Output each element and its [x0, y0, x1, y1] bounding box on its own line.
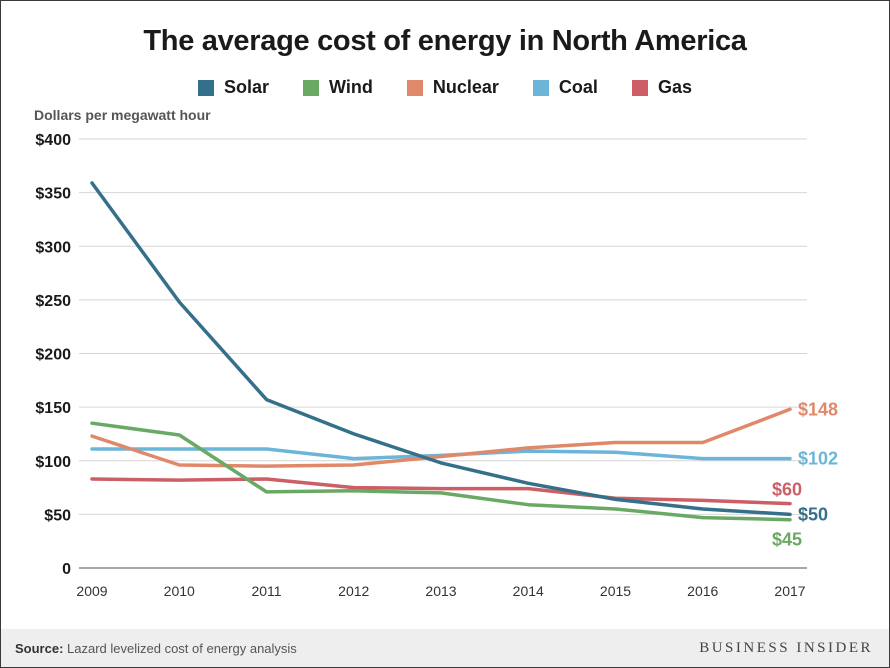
- x-tick-label: 2012: [338, 583, 369, 599]
- legend-swatch: [303, 79, 320, 96]
- brand-logo: BUSINESS INSIDER: [699, 640, 873, 656]
- legend-label: Gas: [657, 77, 692, 97]
- source-prefix: Source:: [15, 641, 64, 656]
- legend-label: Solar: [224, 77, 270, 97]
- chart-title: The average cost of energy in North Amer…: [143, 25, 747, 57]
- y-tick-label: $200: [35, 347, 71, 364]
- legend-item-wind: Wind: [303, 77, 373, 98]
- x-tick-label: 2011: [251, 583, 281, 599]
- y-tick-label: 0: [62, 561, 71, 578]
- x-tick-label: 2010: [164, 583, 195, 599]
- end-label-coal: $102: [798, 449, 838, 469]
- legend-swatch: [631, 79, 648, 96]
- legend-label: Coal: [558, 77, 598, 97]
- end-label-nuclear: $148: [798, 399, 838, 419]
- y-tick-label: $150: [35, 400, 71, 417]
- x-tick-label: 2014: [513, 583, 544, 599]
- y-tick-label: $100: [35, 454, 71, 471]
- footer: Source: Lazard levelized cost of energy …: [1, 629, 889, 667]
- y-tick-label: $50: [44, 507, 71, 524]
- legend-item-solar: Solar: [198, 77, 269, 98]
- x-tick-label: 2015: [600, 583, 631, 599]
- series-line-wind: [90, 421, 792, 522]
- end-label-gas: $60: [772, 480, 802, 500]
- y-tick-label: $250: [35, 293, 71, 310]
- source-text: Lazard levelized cost of energy analysis: [63, 641, 297, 656]
- x-tick-label: 2017: [774, 583, 805, 599]
- series-line-gas: [90, 477, 792, 506]
- legend-label: Nuclear: [432, 77, 499, 97]
- legend-item-gas: Gas: [631, 77, 692, 98]
- y-tick-label: $400: [35, 132, 71, 149]
- x-tick-label: 2009: [76, 583, 107, 599]
- legend-item-coal: Coal: [532, 77, 598, 98]
- legend-swatch: [532, 79, 549, 96]
- legend-item-nuclear: Nuclear: [406, 77, 499, 98]
- x-tick-label: 2016: [687, 583, 718, 599]
- legend-swatch: [198, 79, 215, 96]
- plot-area: 0 $50 $100 $150 $200 $250 $300 $350 $400 2009 2010…: [35, 132, 838, 599]
- legend: Solar Wind Nuclear Coal Gas: [1, 77, 889, 98]
- end-label-solar: $50: [798, 504, 828, 524]
- y-axis-label: Dollars per megawatt hour: [34, 107, 211, 123]
- legend-label: Wind: [329, 77, 373, 97]
- legend-swatch: [406, 79, 423, 96]
- series-line-solar: [90, 181, 792, 517]
- end-label-wind: $45: [772, 530, 802, 550]
- x-tick-label: 2013: [425, 583, 456, 599]
- source-note: Source: Lazard levelized cost of energy …: [15, 641, 297, 656]
- y-tick-label: $300: [35, 239, 71, 256]
- y-tick-label: $350: [35, 186, 71, 203]
- series-line-nuclear: [90, 407, 792, 468]
